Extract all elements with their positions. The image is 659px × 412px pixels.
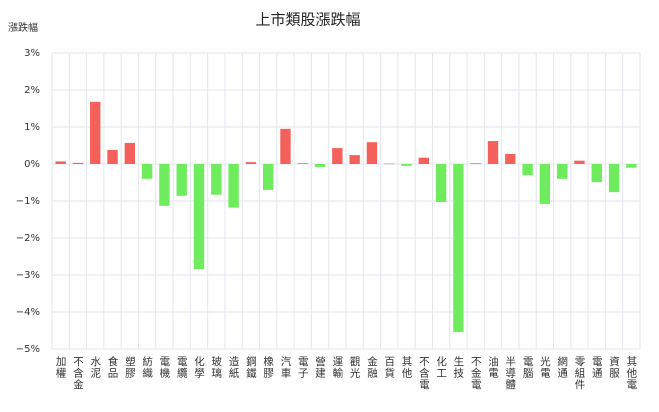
x-tick-label: 營建 [314, 355, 326, 379]
bar [608, 164, 620, 193]
bar [626, 164, 637, 168]
y-tick-label: −1% [16, 196, 40, 207]
bar [245, 162, 257, 164]
y-tick-label: −2% [16, 233, 40, 244]
bar [314, 164, 326, 167]
x-tick-label: 資服 [608, 356, 620, 379]
bar [332, 148, 343, 164]
bar [176, 164, 187, 196]
x-tick-label: 電子 [297, 356, 309, 379]
x-tick-label: 油電 [487, 355, 499, 379]
bar [193, 164, 205, 270]
bar [556, 164, 568, 179]
x-tick-label: 電腦 [522, 356, 534, 379]
y-tick-label: 2% [24, 85, 40, 96]
y-tick-label: 3% [24, 48, 40, 59]
x-tick-label: 其他電 [625, 356, 637, 391]
y-tick-label: 0% [24, 159, 40, 170]
x-tick-label: 其他 [401, 356, 413, 379]
x-tick-label: 造紙 [228, 355, 240, 379]
bar [349, 155, 360, 164]
bar [470, 163, 481, 164]
bar [384, 163, 395, 165]
bar [539, 164, 551, 204]
x-tick-label: 不金電 [470, 356, 482, 391]
x-tick-label: 不含金 [72, 356, 84, 391]
y-tick-label: −5% [16, 344, 40, 355]
x-tick-label: 水泥 [89, 356, 101, 379]
bar [522, 164, 533, 176]
x-tick-label: 網通 [556, 355, 568, 379]
x-tick-label: 運輸 [331, 356, 343, 379]
x-tick-label: 玻璃 [210, 355, 222, 379]
y-tick-label: 1% [24, 122, 40, 133]
bar [72, 162, 84, 164]
bar [141, 164, 153, 179]
x-tick-label: 電機 [158, 356, 170, 379]
bar [505, 154, 516, 164]
x-tick-label: 食品 [107, 355, 119, 379]
bar [228, 164, 239, 208]
x-tick-label: 不含電 [418, 356, 430, 391]
bar [90, 101, 101, 164]
bar [297, 163, 308, 164]
x-tick-label: 塑膠 [124, 355, 136, 379]
y-axis-label: 漲跌幅 [8, 21, 38, 34]
y-tick-label: −4% [16, 307, 40, 318]
bar [280, 128, 291, 164]
bar [107, 149, 118, 164]
bar [401, 164, 412, 166]
bar [574, 160, 585, 164]
x-tick-label: 半導體 [504, 355, 516, 390]
x-tick-label: 金融 [366, 355, 378, 379]
x-tick-label: 百貨 [383, 356, 395, 379]
bar [159, 164, 170, 206]
bar [366, 142, 378, 164]
x-tick-label: 電纜 [176, 356, 188, 379]
bar [591, 164, 602, 183]
bar [453, 164, 464, 332]
bar [211, 164, 222, 195]
x-tick-label: 鋼鐵 [245, 355, 257, 379]
bar [418, 157, 430, 164]
x-tick-label: 零組件 [573, 356, 585, 391]
bar [55, 161, 66, 164]
x-tick-label: 汽車 [279, 355, 291, 379]
x-tick-label: 觀光 [349, 356, 361, 379]
x-tick-label: 化工 [435, 355, 447, 379]
x-tick-label: 紡織 [141, 355, 153, 379]
x-tick-label: 化學 [193, 355, 205, 379]
chart-title: 上市類股漲跌幅 [255, 11, 360, 29]
bar [487, 141, 499, 164]
y-tick-label: −3% [16, 270, 40, 281]
bar [262, 164, 274, 190]
bar [124, 142, 136, 164]
x-tick-label: 光電 [539, 355, 551, 379]
bar [435, 164, 447, 203]
x-tick-label: 橡膠 [262, 355, 274, 379]
x-tick-label: 生技 [452, 355, 464, 379]
x-tick-label: 加權 [55, 356, 67, 379]
x-tick-label: 電通 [591, 356, 603, 379]
